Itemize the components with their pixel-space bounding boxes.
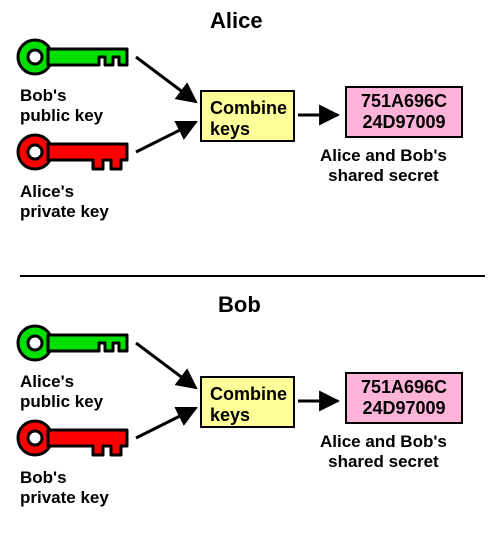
shared-secret-box: 751A696C 24D97009: [345, 372, 463, 424]
secret-line1: 751A696C: [361, 91, 447, 112]
shared-secret-caption: Alice and Bob's shared secret: [320, 146, 447, 185]
combine-box: Combine keys: [200, 90, 295, 142]
combine-box: Combine keys: [200, 376, 295, 428]
shared-secret-caption: Alice and Bob's shared secret: [320, 432, 447, 471]
shared-secret-box: 751A696C 24D97009: [345, 86, 463, 138]
diagram-stage: Alice Bob's public key Alice's private k…: [0, 0, 500, 559]
secret-line1: 751A696C: [361, 377, 447, 398]
secret-line2: 24D97009: [362, 398, 445, 419]
secret-line2: 24D97009: [362, 112, 445, 133]
section-divider: [20, 275, 485, 277]
